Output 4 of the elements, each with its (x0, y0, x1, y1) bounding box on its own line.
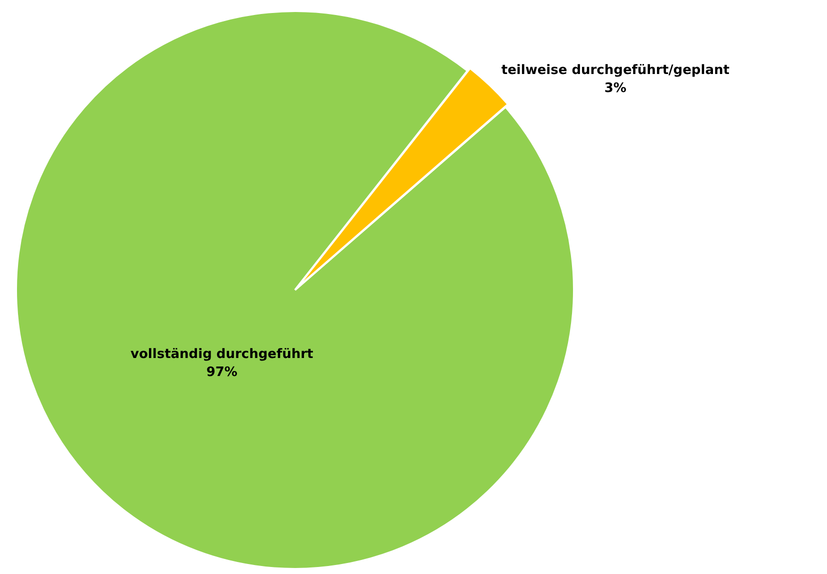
data-label: 3% (604, 80, 626, 96)
slice-label: vollständig durchgeführt (130, 346, 314, 362)
slice-label: teilweise durchgeführt/geplant (501, 62, 730, 78)
data-label: 97% (206, 364, 238, 380)
